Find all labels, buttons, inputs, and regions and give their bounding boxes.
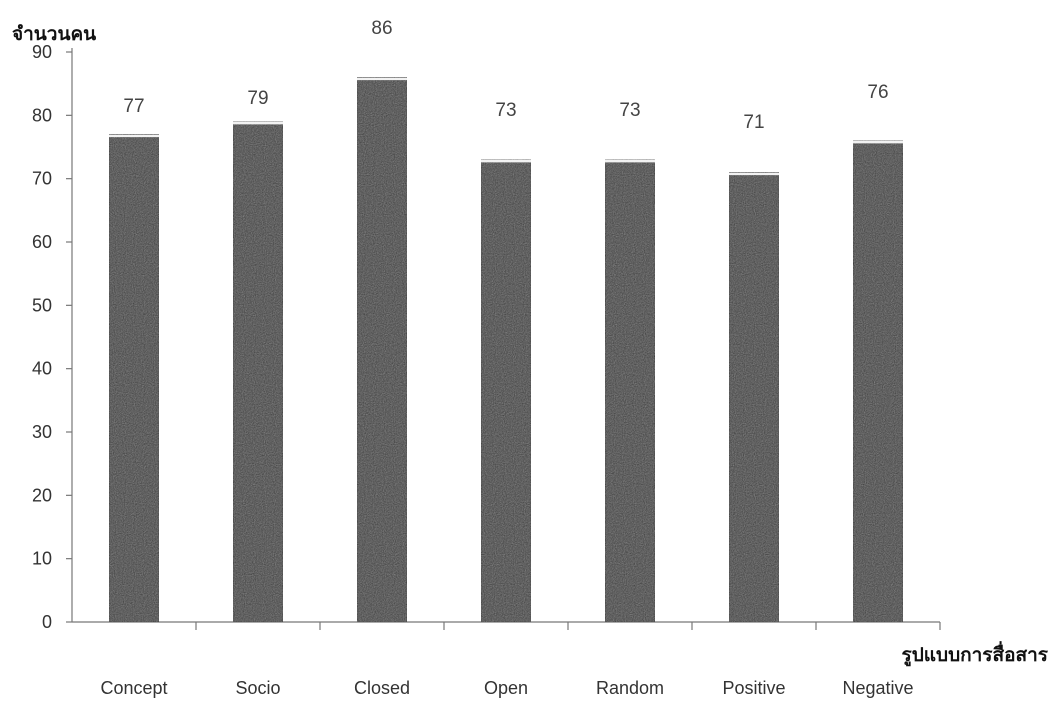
bars (108, 76, 904, 623)
y-tick-label: 60 (32, 232, 52, 252)
y-ticks: 0 10 20 30 40 50 60 70 80 90 (32, 42, 72, 632)
category-label-positive: Positive (722, 678, 785, 698)
value-label-positive: 71 (743, 112, 764, 133)
category-label-open: Open (484, 678, 528, 698)
value-label-concept: 77 (123, 96, 144, 117)
bar-concept (108, 133, 160, 623)
y-tick-label: 30 (32, 422, 52, 442)
y-axis-title: จำนวนคน (12, 23, 96, 45)
y-tick-label: 0 (42, 612, 52, 632)
category-label-concept: Concept (100, 678, 167, 698)
y-tick-label: 10 (32, 549, 52, 569)
y-tick-label: 50 (32, 295, 52, 315)
x-axis-title: รูปแบบการสื่อสาร (902, 641, 1049, 667)
category-label-negative: Negative (842, 678, 913, 698)
bar-socio (232, 121, 284, 623)
category-label-socio: Socio (235, 678, 280, 698)
value-label-socio: 79 (247, 88, 268, 109)
y-tick-label: 70 (32, 169, 52, 189)
bar-negative (852, 140, 904, 623)
bar-open (480, 159, 532, 623)
bar-closed (356, 76, 408, 623)
bar-random (604, 159, 656, 623)
value-label-random: 73 (619, 100, 640, 121)
value-label-negative: 76 (867, 82, 888, 103)
value-labels: 77 79 86 73 73 71 76 (123, 18, 888, 133)
y-tick-label: 20 (32, 485, 52, 505)
bar-positive (728, 171, 780, 623)
y-tick-label: 90 (32, 42, 52, 62)
y-tick-label: 40 (32, 359, 52, 379)
category-label-random: Random (596, 678, 664, 698)
category-label-closed: Closed (354, 678, 410, 698)
value-label-closed: 86 (371, 18, 392, 39)
y-tick-label: 80 (32, 105, 52, 125)
value-label-open: 73 (495, 100, 516, 121)
category-labels: Concept Socio Closed Open Random Positive Nega… (100, 678, 913, 698)
